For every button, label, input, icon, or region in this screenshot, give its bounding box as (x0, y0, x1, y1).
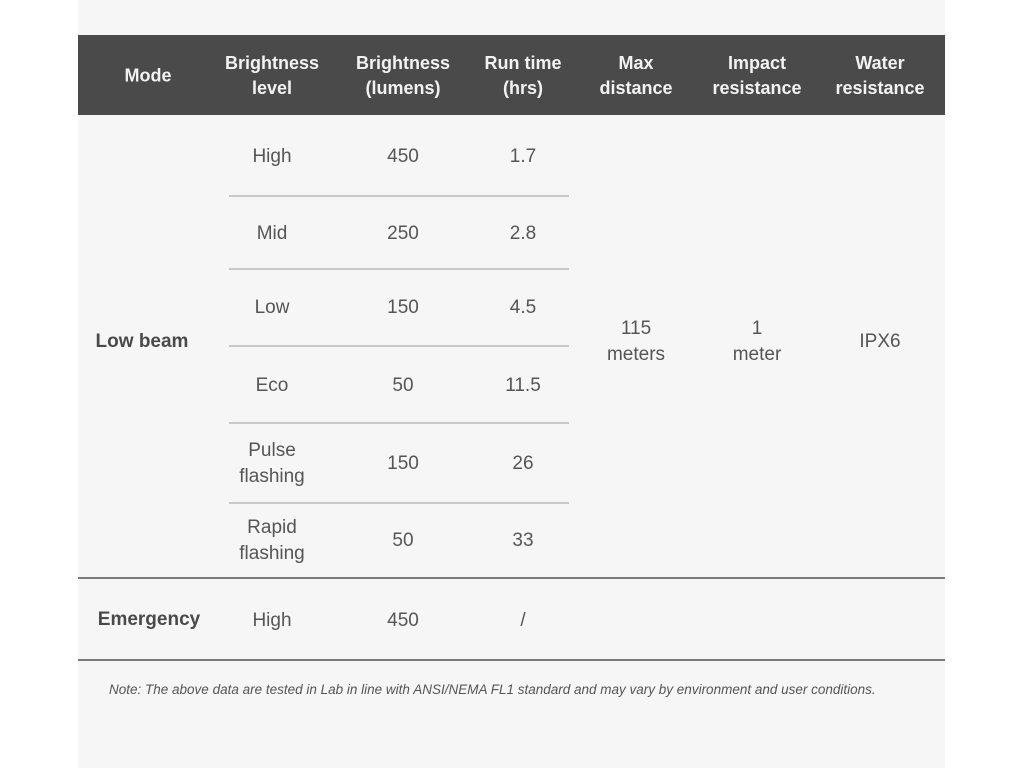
runtime-cell: 11.5 (505, 375, 541, 396)
section-divider (78, 577, 945, 579)
column-header: Brightness level (224, 53, 320, 98)
brightness-level-cell: Low (254, 297, 290, 318)
brightness-level-cell: Pulse flashing (239, 440, 305, 487)
runtime-cell: 4.5 (509, 297, 537, 318)
mode-cell: Emergency (97, 609, 201, 630)
column-header: Water resistance (835, 53, 925, 98)
brightness-level-cell: High (252, 146, 292, 167)
table-bottom-border (78, 659, 945, 661)
max-distance-cell: 115 meters (606, 318, 666, 365)
row-divider (229, 422, 569, 424)
table-panel (78, 0, 945, 768)
brightness-level-cell: Eco (255, 375, 289, 396)
brightness-level-cell: Rapid flashing (239, 517, 305, 564)
column-header: Max distance (599, 53, 673, 98)
lumens-cell: 250 (387, 223, 419, 244)
table-header (78, 35, 945, 115)
row-divider (229, 268, 569, 270)
brightness-level-cell: High (252, 610, 292, 631)
lumens-cell: 150 (387, 453, 419, 474)
column-header: Impact resistance (712, 53, 802, 98)
mode-cell: Low beam (95, 331, 189, 352)
column-header: Brightness (lumens) (355, 53, 451, 98)
runtime-cell: 2.8 (509, 223, 537, 244)
lumens-cell: 150 (387, 297, 419, 318)
row-divider (229, 195, 569, 197)
row-divider (229, 345, 569, 347)
row-divider (229, 502, 569, 504)
runtime-cell: 26 (512, 453, 534, 474)
water-resistance-cell: IPX6 (859, 331, 901, 352)
brightness-level-cell: Mid (256, 223, 288, 244)
column-header: Run time (hrs) (484, 53, 562, 98)
footnote: Note: The above data are tested in Lab i… (109, 682, 876, 697)
lumens-cell: 450 (387, 610, 419, 631)
runtime-cell: 33 (512, 530, 534, 551)
lumens-cell: 450 (387, 146, 419, 167)
column-header: Mode (124, 65, 172, 86)
impact-resistance-cell: 1 meter (732, 318, 782, 365)
lumens-cell: 50 (392, 375, 414, 396)
runtime-cell: 1.7 (509, 146, 537, 167)
runtime-cell: / (520, 610, 526, 631)
lumens-cell: 50 (392, 530, 414, 551)
